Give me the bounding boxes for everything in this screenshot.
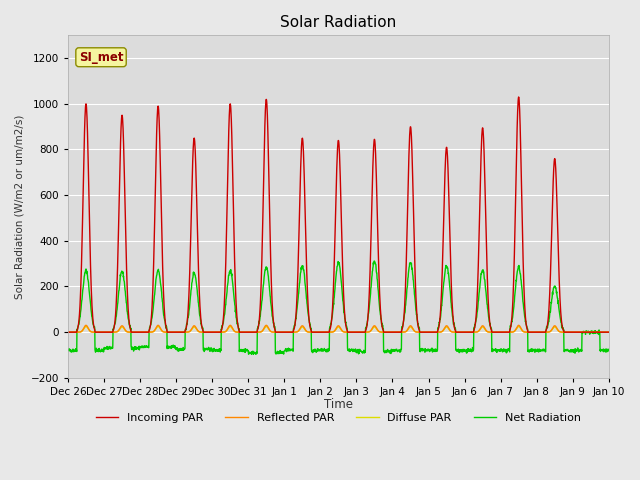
Legend: Incoming PAR, Reflected PAR, Diffuse PAR, Net Radiation: Incoming PAR, Reflected PAR, Diffuse PAR… (92, 408, 586, 427)
Title: Solar Radiation: Solar Radiation (280, 15, 397, 30)
Net Radiation (496, 348, 504, 354)
Diffuse PAR (354, 329, 362, 335)
Diffuse PAR (605, 329, 612, 335)
Diffuse PAR (215, 329, 223, 335)
Line: Net Radiation: Net Radiation (68, 261, 609, 354)
Reflected PAR (496, 329, 504, 335)
Incoming PAR (557, 315, 565, 321)
Reflected PAR (215, 329, 223, 335)
Line: Reflected PAR: Reflected PAR (68, 325, 609, 332)
Incoming PAR (515, 94, 522, 100)
Net Radiation (215, 347, 223, 352)
Incoming PAR (365, 283, 373, 288)
Y-axis label: Solar Radiation (W/m2 or um/m2/s): Solar Radiation (W/m2 or um/m2/s) (15, 114, 25, 299)
Reflected PAR (64, 329, 72, 335)
Incoming PAR (572, 329, 580, 335)
Diffuse PAR (557, 329, 565, 335)
Incoming PAR (605, 329, 612, 335)
Diffuse PAR (496, 329, 504, 335)
Diffuse PAR (64, 329, 72, 335)
Reflected PAR (605, 329, 612, 335)
Diffuse PAR (82, 324, 90, 329)
Diffuse PAR (366, 329, 374, 335)
Incoming PAR (354, 329, 362, 335)
Reflected PAR (354, 329, 362, 335)
Line: Diffuse PAR: Diffuse PAR (68, 326, 609, 332)
Net Radiation (366, 298, 374, 304)
Line: Incoming PAR: Incoming PAR (68, 97, 609, 332)
Text: SI_met: SI_met (79, 51, 124, 64)
Incoming PAR (495, 329, 503, 335)
Reflected PAR (82, 323, 90, 328)
Reflected PAR (366, 329, 374, 335)
Incoming PAR (64, 329, 72, 335)
Net Radiation (573, 347, 580, 353)
Reflected PAR (557, 329, 565, 335)
Incoming PAR (215, 329, 223, 335)
Net Radiation (354, 348, 362, 354)
Net Radiation (64, 347, 72, 353)
Net Radiation (250, 351, 257, 357)
Net Radiation (557, 321, 565, 326)
Net Radiation (605, 347, 612, 353)
Reflected PAR (572, 329, 580, 335)
Diffuse PAR (572, 329, 580, 335)
X-axis label: Time: Time (324, 398, 353, 411)
Net Radiation (371, 258, 378, 264)
